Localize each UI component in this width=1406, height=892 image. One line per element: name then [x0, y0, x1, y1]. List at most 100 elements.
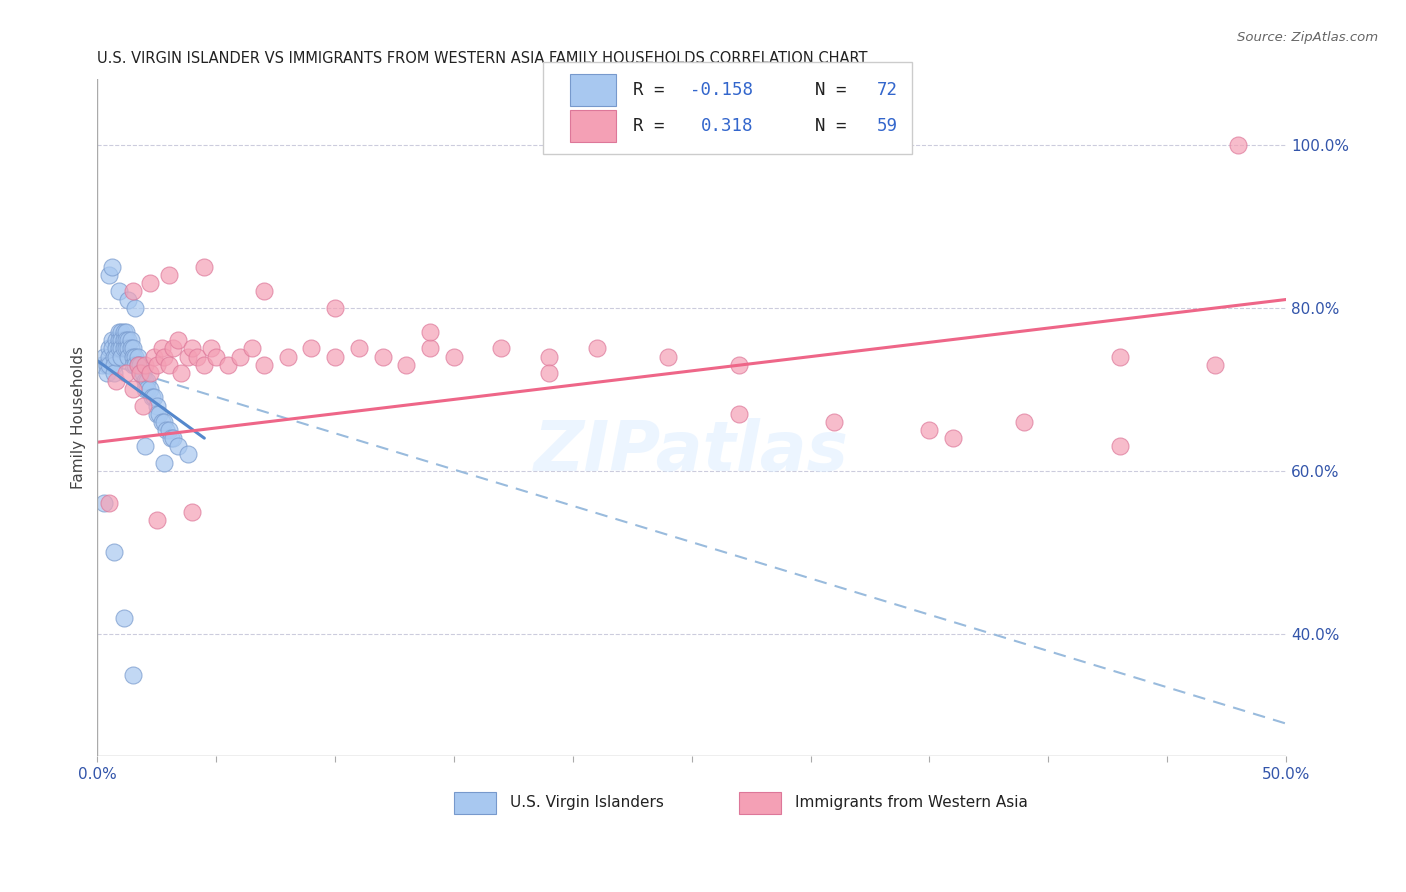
Y-axis label: Family Households: Family Households: [72, 346, 86, 490]
Point: [1108, 439, 1130, 453]
Point: [98, 342, 121, 356]
Point: [728, 358, 751, 372]
Text: R =: R =: [634, 81, 675, 99]
Point: [127, 358, 149, 372]
Text: U.S. Virgin Islanders: U.S. Virgin Islanders: [510, 796, 664, 810]
Point: [100, 342, 122, 356]
Point: [162, 342, 184, 356]
Text: -0.158: -0.158: [690, 81, 754, 99]
Point: [253, 358, 276, 372]
Point: [103, 350, 125, 364]
Point: [200, 342, 222, 356]
Point: [115, 366, 138, 380]
Point: [205, 350, 228, 364]
Point: [120, 342, 142, 356]
Point: [491, 342, 513, 356]
Point: [181, 504, 204, 518]
Point: [217, 358, 239, 372]
Point: [157, 268, 180, 282]
Point: [98, 358, 121, 372]
Point: [146, 513, 169, 527]
Text: U.S. VIRGIN ISLANDER VS IMMIGRANTS FROM WESTERN ASIA FAMILY HOUSEHOLDS CORRELATI: U.S. VIRGIN ISLANDER VS IMMIGRANTS FROM …: [97, 51, 868, 66]
Point: [122, 667, 145, 681]
Point: [127, 358, 149, 372]
Point: [124, 358, 146, 372]
Point: [134, 439, 156, 453]
Point: [93, 350, 115, 364]
Point: [193, 358, 215, 372]
Point: [141, 390, 163, 404]
Point: [136, 374, 159, 388]
Point: [299, 342, 322, 356]
Point: [186, 350, 208, 364]
Point: [371, 350, 394, 364]
Point: [127, 350, 149, 364]
Point: [728, 407, 751, 421]
Text: 59: 59: [877, 117, 898, 135]
Point: [146, 407, 169, 421]
Point: [162, 431, 184, 445]
Point: [107, 333, 129, 347]
Point: [277, 350, 299, 364]
Point: [122, 382, 145, 396]
Text: Source: ZipAtlas.com: Source: ZipAtlas.com: [1237, 31, 1378, 45]
Point: [253, 285, 276, 299]
Point: [100, 260, 122, 274]
Point: [443, 350, 465, 364]
Text: N =: N =: [794, 117, 856, 135]
Point: [115, 342, 138, 356]
Point: [107, 285, 129, 299]
Point: [229, 350, 252, 364]
Point: [107, 325, 129, 339]
Point: [93, 496, 115, 510]
Point: [150, 415, 173, 429]
Point: [98, 350, 121, 364]
Point: [136, 382, 159, 396]
Point: [1014, 415, 1036, 429]
Point: [115, 325, 138, 339]
FancyBboxPatch shape: [454, 792, 495, 814]
Point: [110, 333, 132, 347]
Point: [122, 285, 145, 299]
Point: [96, 358, 118, 372]
Point: [98, 496, 121, 510]
Point: [131, 366, 153, 380]
FancyBboxPatch shape: [571, 110, 616, 143]
Text: 72: 72: [877, 81, 898, 99]
FancyBboxPatch shape: [740, 792, 780, 814]
Point: [107, 342, 129, 356]
Text: 0.318: 0.318: [702, 117, 754, 135]
Point: [1108, 350, 1130, 364]
Point: [1204, 358, 1226, 372]
Point: [585, 342, 607, 356]
Point: [143, 350, 166, 364]
Point: [129, 366, 152, 380]
Point: [122, 350, 145, 364]
Point: [657, 350, 679, 364]
Point: [157, 423, 180, 437]
Point: [146, 399, 169, 413]
Point: [112, 333, 135, 347]
Point: [110, 342, 132, 356]
Point: [134, 374, 156, 388]
Point: [91, 358, 114, 372]
Point: [176, 447, 198, 461]
Point: [122, 358, 145, 372]
Point: [347, 342, 370, 356]
Point: [105, 333, 128, 347]
Point: [181, 342, 204, 356]
Point: [160, 431, 183, 445]
Point: [395, 358, 418, 372]
Point: [98, 268, 121, 282]
FancyBboxPatch shape: [571, 74, 616, 106]
Point: [323, 350, 346, 364]
Point: [112, 342, 135, 356]
Point: [942, 431, 965, 445]
Point: [419, 325, 441, 339]
Point: [167, 439, 190, 453]
Point: [110, 325, 132, 339]
Point: [153, 415, 176, 429]
Point: [117, 293, 139, 307]
Point: [105, 342, 128, 356]
Point: [537, 366, 560, 380]
